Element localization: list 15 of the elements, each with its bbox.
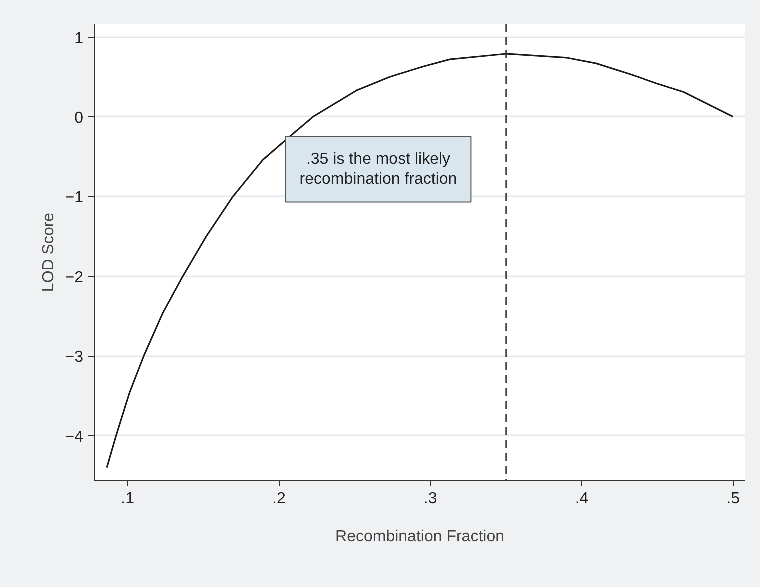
y-tick-label: −3 [65,349,84,366]
y-tick-label: −1 [65,190,84,207]
y-tick-label: 1 [74,30,84,48]
x-tick-label: .1 [121,490,135,508]
x-tick-label: .2 [272,490,286,508]
x-tick-label: .3 [424,490,438,508]
x-tick-label: .5 [726,490,740,508]
y-tick-label: 0 [74,110,84,127]
y-axis-title: LOD Score [40,212,58,292]
y-tick-label: −4 [65,428,84,446]
y-tick-label: −2 [65,269,84,286]
x-tick-label: .4 [575,490,589,508]
x-axis-title: Recombination Fraction [336,528,504,546]
annotation: .35 is the most likely recombination fraction [300,150,458,188]
line-series [106,53,734,469]
